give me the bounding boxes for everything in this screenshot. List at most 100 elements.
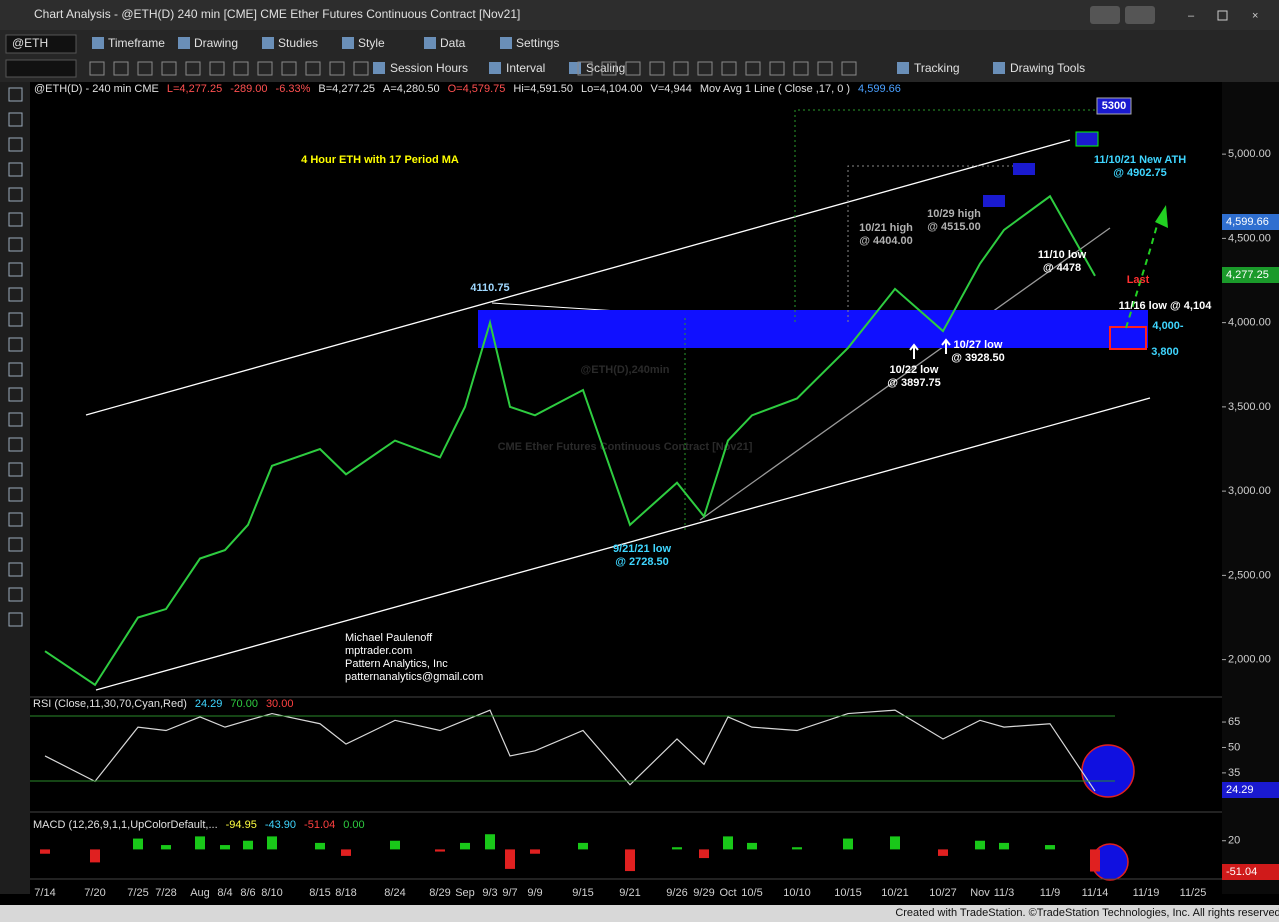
arrow xyxy=(941,338,951,354)
histogram-bar xyxy=(792,847,802,850)
drawing-tool[interactable] xyxy=(8,587,23,602)
tool-icon[interactable] xyxy=(625,61,641,76)
toolbar-item[interactable]: Drawing xyxy=(194,36,238,50)
minimize[interactable]: – xyxy=(1188,10,1195,22)
tool-icon[interactable] xyxy=(817,61,833,76)
drawing-tool[interactable] xyxy=(8,612,23,627)
status-item: Hi=4,591.50 xyxy=(513,83,573,95)
tool-icon[interactable] xyxy=(841,61,857,76)
tool-icon[interactable] xyxy=(745,61,761,76)
symbol-box[interactable] xyxy=(5,34,77,54)
symbol[interactable]: @ETH xyxy=(12,36,48,50)
status-item: @ETH(D) - 240 min CME xyxy=(34,83,159,95)
x-tick-label: 11/9 xyxy=(1040,887,1061,899)
annotation: @ 4902.75 xyxy=(1113,167,1167,179)
drawing-tool[interactable] xyxy=(8,462,23,477)
toolbar-item[interactable]: Drawing Tools xyxy=(1010,61,1085,75)
annotation: @ 3897.75 xyxy=(887,377,941,389)
x-tick-label: 9/29 xyxy=(693,887,714,899)
tool-icon[interactable] xyxy=(601,61,617,76)
toolbar-item[interactable]: Studies xyxy=(278,36,318,50)
tool-icon[interactable] xyxy=(500,37,512,49)
drawing-tool[interactable] xyxy=(8,187,23,202)
tool-icon[interactable] xyxy=(697,61,713,76)
window-button[interactable] xyxy=(1090,6,1120,24)
tool-icon[interactable] xyxy=(113,61,129,76)
drawing-tool[interactable] xyxy=(8,487,23,502)
drawing-tool[interactable] xyxy=(8,312,23,327)
tool-icon[interactable] xyxy=(209,61,225,76)
histogram-bar xyxy=(267,836,277,850)
histogram-bar xyxy=(672,847,682,850)
drawing-tool[interactable] xyxy=(8,437,23,452)
close[interactable]: × xyxy=(1252,10,1258,22)
tool-icon[interactable] xyxy=(353,61,369,76)
drawing-tool[interactable] xyxy=(8,512,23,527)
tool-icon[interactable] xyxy=(342,37,354,49)
toolbar-item[interactable]: Session Hours xyxy=(390,61,468,75)
annotation: 11/10/21 New ATH xyxy=(1094,154,1186,166)
x-tick-label: 7/28 xyxy=(155,887,176,899)
drawing-tool[interactable] xyxy=(8,337,23,352)
tool-icon[interactable] xyxy=(489,62,501,74)
tool-icon[interactable] xyxy=(793,61,809,76)
y-tick-label: 20 xyxy=(1228,835,1240,847)
tool-icon[interactable] xyxy=(769,61,785,76)
tool-icon[interactable] xyxy=(262,37,274,49)
tool-icon[interactable] xyxy=(424,37,436,49)
drawing-tool[interactable] xyxy=(8,87,23,102)
tool-icon[interactable] xyxy=(569,62,581,74)
tool-icon[interactable] xyxy=(897,62,909,74)
tool-icon[interactable] xyxy=(92,37,104,49)
tool-icon[interactable] xyxy=(649,61,665,76)
pane-reading: 30.00 xyxy=(266,698,294,710)
tool-icon[interactable] xyxy=(178,37,190,49)
drawing-tool[interactable] xyxy=(8,212,23,227)
drawing-tool[interactable] xyxy=(8,262,23,277)
drawing-tool[interactable] xyxy=(8,562,23,577)
maximize[interactable] xyxy=(1217,10,1228,21)
tool-icon[interactable] xyxy=(233,61,249,76)
arrow xyxy=(909,343,919,359)
title-bar xyxy=(0,0,1279,30)
tool-icon[interactable] xyxy=(257,61,273,76)
tool-icon[interactable] xyxy=(161,61,177,76)
tool-icon[interactable] xyxy=(185,61,201,76)
tool-icon[interactable] xyxy=(721,61,737,76)
tool-icon[interactable] xyxy=(281,61,297,76)
x-tick-label: 8/29 xyxy=(429,887,450,899)
drawing-tool[interactable] xyxy=(8,162,23,177)
x-tick-label: Aug xyxy=(190,887,210,899)
x-tick-label: 7/14 xyxy=(34,887,55,899)
drawing-tool[interactable] xyxy=(8,387,23,402)
tool-icon[interactable] xyxy=(137,61,153,76)
tool-icon[interactable] xyxy=(305,61,321,76)
drawing-tool[interactable] xyxy=(8,412,23,427)
drawing-tool[interactable] xyxy=(8,537,23,552)
status-item: L=4,277.25 xyxy=(167,83,222,95)
tool-icon[interactable] xyxy=(373,62,385,74)
drawing-tool[interactable] xyxy=(8,362,23,377)
tool-icon[interactable] xyxy=(89,61,105,76)
tool-icon[interactable] xyxy=(673,61,689,76)
x-tick-label: 11/14 xyxy=(1082,887,1109,899)
toolbar-item[interactable]: Settings xyxy=(516,36,559,50)
target-guide xyxy=(794,109,1100,322)
tool-icon[interactable] xyxy=(577,61,593,76)
drawing-tool[interactable] xyxy=(8,112,23,127)
drawing-tool[interactable] xyxy=(8,237,23,252)
tool-icon[interactable] xyxy=(329,61,345,76)
toolbar-item[interactable]: Tracking xyxy=(914,61,960,75)
toolbar-item[interactable]: Style xyxy=(358,36,385,50)
drawing-tool[interactable] xyxy=(8,287,23,302)
y-tick-label: 5,000.00 xyxy=(1228,148,1271,160)
last-value-box xyxy=(1222,214,1279,230)
interval-box[interactable] xyxy=(5,59,77,78)
window-button[interactable] xyxy=(1125,6,1155,24)
drawing-tool[interactable] xyxy=(8,137,23,152)
chart-title: 4 Hour ETH with 17 Period MA xyxy=(301,154,459,166)
toolbar-item[interactable]: Interval xyxy=(506,61,545,75)
tool-icon[interactable] xyxy=(993,62,1005,74)
toolbar-item[interactable]: Timeframe xyxy=(108,36,165,50)
toolbar-item[interactable]: Data xyxy=(440,36,466,50)
